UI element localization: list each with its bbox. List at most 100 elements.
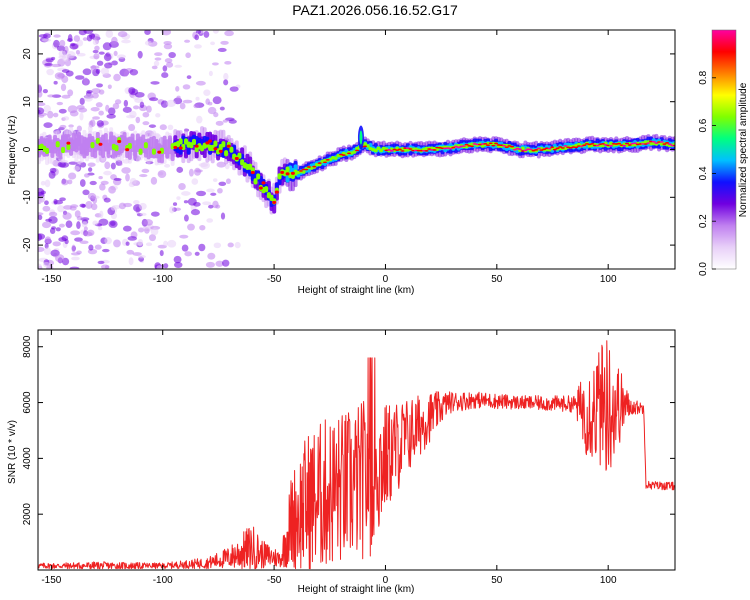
- heatmap-speckle: [113, 73, 121, 82]
- heatmap-speckle: [210, 41, 215, 46]
- spectrogram-x-tick-label: 0: [383, 274, 389, 285]
- heatmap-speckle: [142, 111, 150, 118]
- heatmap-speckle: [217, 187, 223, 194]
- heatmap-speckle: [49, 167, 57, 173]
- heatmap-cell: [306, 166, 311, 168]
- heatmap-cell: [285, 172, 290, 176]
- heatmap-cell: [542, 148, 547, 151]
- heatmap-speckle: [129, 177, 137, 185]
- heatmap-speckle: [187, 223, 195, 231]
- heatmap-cell: [627, 144, 632, 146]
- heatmap-speckle: [69, 266, 80, 269]
- heatmap-speckle: [44, 200, 49, 206]
- spectrogram-x-tick-label: -100: [153, 274, 173, 285]
- heatmap-speckle: [74, 237, 83, 242]
- snr-series-line: [38, 340, 675, 570]
- heatmap-speckle: [133, 199, 140, 205]
- heatmap-speckle: [87, 162, 96, 167]
- heatmap-speckle: [82, 37, 88, 41]
- heatmap-speckle: [208, 204, 214, 209]
- heatmap-speckle: [176, 95, 181, 100]
- heatmap-speckle: [215, 204, 221, 209]
- heatmap-cell: [355, 149, 360, 152]
- heatmap-speckle: [169, 206, 175, 214]
- heatmap-speckle: [234, 241, 241, 249]
- heatmap-speckle: [81, 221, 88, 228]
- heatmap-speckle: [113, 239, 121, 248]
- heatmap-cell: [461, 145, 466, 147]
- heatmap-speckle: [96, 60, 104, 66]
- heatmap-speckle: [151, 65, 158, 70]
- heatmap-speckle: [98, 175, 103, 180]
- heatmap-speckle: [44, 62, 53, 66]
- heatmap-speckle: [61, 94, 71, 99]
- heatmap-speckle: [182, 99, 193, 104]
- heatmap-cell: [328, 157, 333, 162]
- heatmap-speckle: [156, 265, 163, 269]
- heatmap-cell: [528, 148, 533, 151]
- heatmap-speckle: [206, 218, 214, 223]
- heatmap-speckle: [92, 39, 98, 46]
- heatmap-speckle: [42, 205, 51, 212]
- heatmap-speckle: [137, 50, 143, 59]
- heatmap-speckle: [104, 161, 111, 170]
- heatmap-speckle: [128, 257, 134, 266]
- heatmap-speckle: [43, 261, 51, 268]
- heatmap-cell: [376, 146, 381, 150]
- heatmap-speckle: [138, 202, 147, 210]
- heatmap-speckle: [95, 68, 101, 74]
- heatmap-speckle: [79, 112, 84, 121]
- heatmap-speckle: [67, 89, 74, 97]
- heatmap-speckle: [133, 241, 144, 246]
- heatmap-speckle: [44, 179, 51, 188]
- heatmap-cell: [365, 144, 370, 148]
- heatmap-speckle: [55, 254, 65, 263]
- heatmap-speckle: [76, 125, 82, 132]
- heatmap-cell: [162, 139, 167, 152]
- heatmap-speckle: [74, 210, 81, 218]
- heatmap-speckle: [38, 107, 45, 115]
- heatmap-speckle: [97, 260, 105, 265]
- heatmap-speckle: [96, 120, 104, 127]
- heatmap-speckle: [58, 223, 65, 228]
- heatmap-speckle: [67, 179, 73, 185]
- heatmap-speckle: [154, 52, 163, 57]
- colorbar-gradient: [712, 30, 736, 269]
- heatmap-speckle: [99, 210, 104, 219]
- heatmap-speckle: [161, 72, 169, 79]
- heatmap-speckle: [55, 227, 61, 232]
- heatmap-speckle: [54, 72, 65, 80]
- heatmap-speckle: [82, 189, 90, 196]
- heatmap-speckle: [194, 34, 200, 41]
- heatmap-cell: [608, 144, 613, 147]
- heatmap-cell: [480, 144, 485, 148]
- heatmap-speckle: [110, 162, 116, 170]
- heatmap-speckle: [75, 49, 81, 55]
- heatmap-speckle: [107, 84, 112, 90]
- heatmap-speckle: [165, 61, 174, 68]
- heatmap-speckle: [117, 31, 128, 38]
- heatmap-speckle: [196, 190, 207, 197]
- snr-frame: [37, 329, 676, 571]
- heatmap-speckle: [184, 39, 191, 43]
- spectrogram-y-tick-label: 20: [22, 48, 33, 60]
- heatmap-speckle: [207, 101, 213, 106]
- colorbar: 0.0 0.2 0.4 0.6 0.8 Normalized spectral ampl…: [698, 29, 749, 276]
- heatmap-cell: [293, 169, 298, 176]
- heatmap-speckle: [57, 205, 65, 213]
- snr-x-tick-label: 50: [491, 575, 503, 586]
- heatmap-speckle: [88, 33, 96, 39]
- heatmap-cell: [654, 142, 659, 144]
- heatmap-speckle: [184, 214, 189, 222]
- heatmap-cell: [494, 142, 499, 145]
- heatmap-cell: [61, 146, 66, 154]
- heatmap-cell: [504, 146, 509, 149]
- heatmap-cell: [117, 139, 122, 144]
- heatmap-speckle: [137, 227, 145, 233]
- heatmap-cell: [114, 145, 119, 152]
- heatmap-cell: [534, 148, 539, 151]
- heatmap-speckle: [44, 236, 52, 244]
- heatmap-cell: [250, 170, 255, 175]
